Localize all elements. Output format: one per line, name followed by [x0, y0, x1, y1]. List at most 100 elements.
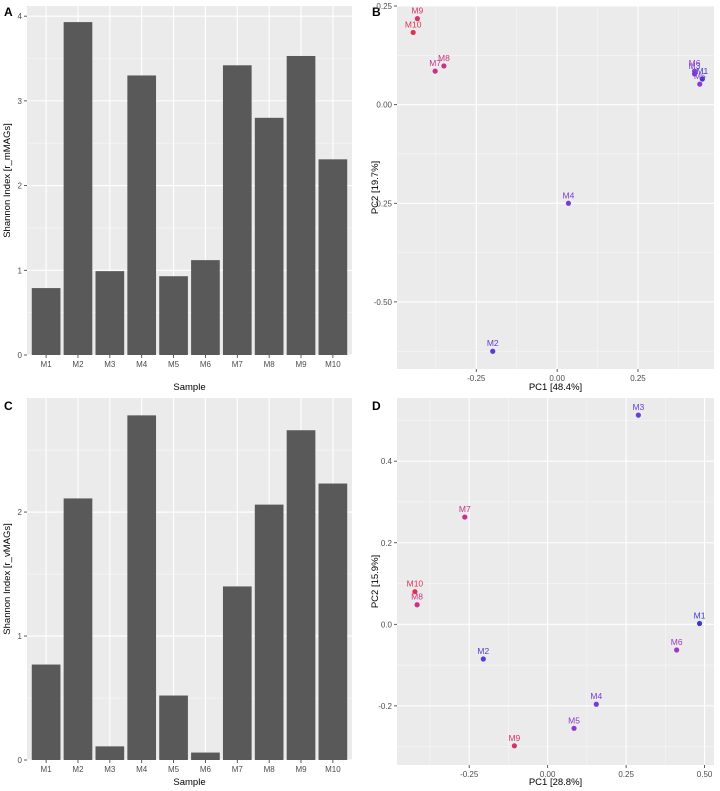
- x-tick-label: -0.25: [467, 374, 486, 383]
- bar-M5: [159, 276, 188, 355]
- x-tick-label: M3: [104, 765, 116, 774]
- panel-letter: D: [372, 399, 381, 413]
- bar-M3: [95, 271, 125, 355]
- point-label-M7: M7: [459, 504, 471, 514]
- x-tick-label: 0.25: [618, 770, 634, 779]
- point-M4: [593, 701, 599, 707]
- bar-M4: [127, 415, 157, 760]
- y-tick-label: 0: [18, 756, 23, 765]
- panel-background: [397, 398, 714, 765]
- panel-A: A 0 1 2 3 4 M1 M2 M3 M4 M5 M6 M7 M8 M9 M10 Sample Shannon…: [2, 5, 352, 393]
- y-tick-label: 0: [18, 351, 23, 360]
- x-tick-label: M3: [104, 360, 116, 369]
- x-tick-label: M6: [200, 765, 212, 774]
- point-label-M5: M5: [694, 71, 706, 81]
- y-tick-label: 1: [18, 632, 23, 641]
- point-label-M8: M8: [438, 53, 450, 63]
- x-tick-label: 0.00: [540, 770, 556, 779]
- panel-D: D -0.25 0.00 0.25 0.50 -0.2 0.0 0.2 0.4 M3 M7 M10 M8…: [370, 398, 714, 788]
- bar-M10: [318, 159, 348, 355]
- point-M3: [691, 71, 698, 77]
- y-tick-label: 3: [18, 97, 23, 106]
- y-tick-label: -0.2: [378, 702, 392, 711]
- x-tick-label: M10: [325, 360, 341, 369]
- point-M1: [696, 620, 703, 627]
- x-tick-label: -0.25: [460, 770, 479, 779]
- point-M9: [511, 743, 517, 749]
- bar-M7: [222, 586, 252, 760]
- y-axis-label: Shannon Index [r_mMAGs]: [2, 123, 13, 238]
- x-tick-label: M2: [72, 360, 84, 369]
- bar-M3: [95, 746, 125, 760]
- panel-C: C 0 1 2 M1 M2 M3 M4 M5 M6 M7 M8 M9 M10 Sample Shannon I…: [2, 398, 352, 788]
- bar-M8: [254, 504, 284, 760]
- x-tick-label: M4: [136, 360, 148, 369]
- point-M7: [432, 68, 438, 74]
- panel-letter: B: [372, 5, 381, 19]
- bar-M6: [191, 752, 220, 760]
- x-tick-label: M7: [232, 360, 244, 369]
- bar-M2: [63, 22, 93, 355]
- point-label-M3: M3: [632, 402, 644, 412]
- y-tick-label: 1: [18, 266, 23, 275]
- point-M9: [414, 16, 420, 22]
- point-M8: [414, 602, 420, 608]
- y-axis-label: Shannon Index [r_vMAGs]: [2, 523, 13, 634]
- point-M7: [462, 514, 468, 520]
- point-label-M9: M9: [411, 6, 423, 16]
- x-axis-label: PC1 [48.4%]: [529, 382, 582, 393]
- point-label-M1: M1: [696, 66, 708, 76]
- x-tick-label: M1: [41, 360, 53, 369]
- point-label-M4: M4: [590, 691, 602, 701]
- point-label-M10: M10: [407, 579, 424, 589]
- point-label-M4: M4: [563, 190, 575, 200]
- point-label-M1: M1: [694, 611, 706, 621]
- point-label-M3: M3: [689, 61, 701, 71]
- point-label-M7: M7: [429, 58, 441, 68]
- x-axis-label: PC1 [28.8%]: [529, 777, 582, 788]
- point-M10: [412, 589, 418, 595]
- point-M3: [635, 412, 641, 418]
- bar-M4: [127, 75, 157, 355]
- bar-M2: [63, 498, 93, 760]
- point-label-M6: M6: [689, 58, 701, 68]
- point-M8: [441, 63, 447, 69]
- x-tick-label: M10: [325, 765, 341, 774]
- x-tick-label: M4: [136, 765, 148, 774]
- point-label-M8: M8: [411, 592, 423, 602]
- panel-background: [397, 6, 714, 369]
- point-M5: [697, 81, 703, 87]
- point-label-M2: M2: [487, 338, 499, 348]
- x-tick-label: M8: [264, 360, 276, 369]
- y-axis-label: PC2 [19.7%]: [370, 161, 381, 214]
- y-tick-label: 2: [18, 508, 23, 517]
- y-tick-label: 2: [18, 182, 23, 191]
- point-M5: [571, 725, 577, 731]
- point-M6: [674, 647, 680, 653]
- bar-M6: [191, 260, 220, 355]
- bar-M10: [318, 483, 348, 760]
- bar-M1: [31, 288, 61, 355]
- x-tick-label: 0.00: [549, 374, 565, 383]
- y-axis-label: PC2 [15.9%]: [370, 555, 381, 608]
- x-tick-label: M5: [168, 360, 180, 369]
- x-tick-label: M2: [72, 765, 84, 774]
- x-axis-label: Sample: [173, 777, 205, 788]
- bar-M9: [286, 430, 316, 760]
- x-tick-label: M9: [295, 765, 307, 774]
- point-M2: [480, 656, 486, 662]
- y-tick-label: 0.0: [381, 620, 393, 629]
- y-tick-label: 0.2: [381, 539, 393, 548]
- y-tick-label: 0.25: [376, 2, 392, 11]
- bar-M1: [31, 664, 61, 760]
- y-tick-label: 4: [18, 12, 23, 21]
- point-M2: [490, 348, 496, 354]
- bar-M7: [222, 65, 252, 356]
- point-label-M6: M6: [671, 637, 683, 647]
- panel-letter: C: [4, 399, 13, 413]
- bar-M9: [286, 55, 316, 356]
- bar-M8: [254, 117, 284, 355]
- x-tick-label: M5: [168, 765, 180, 774]
- bar-M5: [159, 695, 188, 760]
- point-M1: [699, 76, 705, 82]
